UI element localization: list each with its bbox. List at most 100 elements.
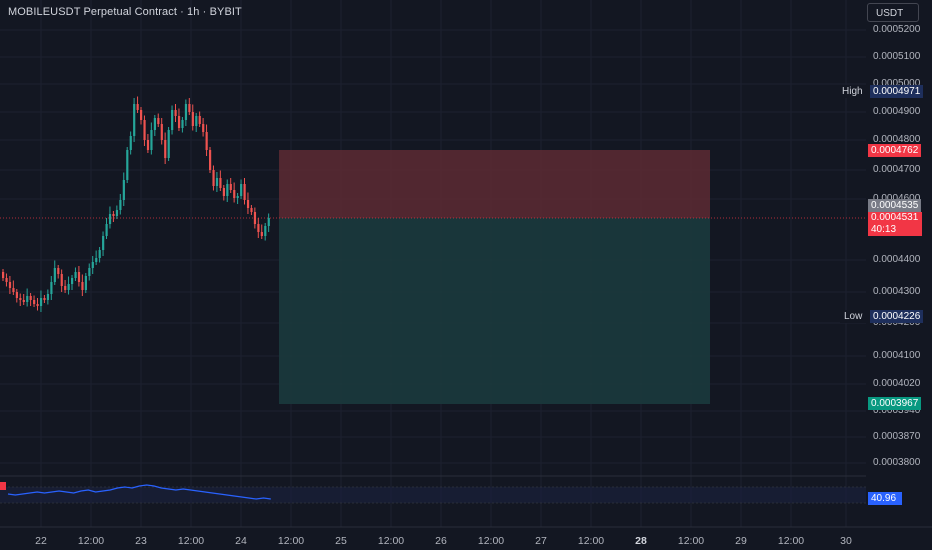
price-tick-label: 0.0004900 bbox=[873, 106, 921, 117]
candle-body bbox=[43, 298, 46, 300]
candle-body bbox=[264, 226, 267, 236]
time-tick-label: 12:00 bbox=[477, 535, 505, 547]
currency-button[interactable]: USDT bbox=[867, 3, 919, 22]
candle-body bbox=[195, 116, 198, 126]
time-tick-label: 12:00 bbox=[77, 535, 105, 547]
candle-body bbox=[119, 200, 122, 210]
candle-body bbox=[39, 298, 43, 306]
time-tick-label: 27 bbox=[535, 535, 547, 547]
candle-body bbox=[67, 284, 70, 290]
time-tick-label: 22 bbox=[35, 535, 47, 547]
candle-body bbox=[29, 296, 32, 300]
position-zones bbox=[0, 150, 866, 404]
candle-body bbox=[71, 278, 74, 284]
candle-body bbox=[108, 214, 112, 224]
candle-body bbox=[33, 300, 36, 304]
price-tick-label: 0.0004800 bbox=[873, 134, 921, 145]
candle-body bbox=[171, 110, 174, 130]
price-tick-label: 0.0005100 bbox=[873, 51, 921, 62]
price-tick-label: 0.0004700 bbox=[873, 164, 921, 175]
candle-body bbox=[226, 184, 229, 196]
candle-body bbox=[236, 196, 239, 198]
candle-body bbox=[167, 130, 170, 158]
candle-body bbox=[205, 132, 208, 150]
price-tick-label: 0.0003870 bbox=[873, 431, 921, 442]
candle-body bbox=[260, 232, 263, 236]
price-tick-label: 0.0004400 bbox=[873, 254, 921, 265]
price-tick-label: 0.0005200 bbox=[873, 24, 921, 35]
candle-body bbox=[22, 300, 25, 302]
high-label: High bbox=[838, 85, 867, 98]
current-price-tag: 0.0004531 40:13 bbox=[868, 212, 922, 236]
candle-body bbox=[126, 150, 129, 180]
candle-body bbox=[181, 120, 184, 128]
stop-loss-zone bbox=[279, 150, 710, 218]
candle-body bbox=[46, 294, 50, 300]
candle-body bbox=[140, 110, 143, 120]
candle-body bbox=[250, 208, 253, 212]
candle-body bbox=[267, 218, 270, 226]
candle-body bbox=[233, 190, 236, 198]
price-tick-label: 0.0004020 bbox=[873, 378, 921, 389]
candle-body bbox=[191, 112, 194, 126]
candle-body bbox=[53, 268, 56, 282]
candle-body bbox=[115, 210, 119, 216]
candle-body bbox=[57, 268, 60, 274]
time-tick-label: 12:00 bbox=[677, 535, 705, 547]
candle-body bbox=[88, 268, 91, 276]
candle-body bbox=[157, 118, 160, 124]
stop-loss-price-tag: 0.0004762 bbox=[868, 144, 922, 157]
time-tick-label: 30 bbox=[840, 535, 852, 547]
candle-body bbox=[160, 124, 163, 140]
candle-body bbox=[60, 274, 63, 286]
candle-body bbox=[26, 296, 29, 302]
candle-body bbox=[243, 184, 246, 200]
price-tick-label: 0.0005000 bbox=[873, 78, 921, 89]
bar-countdown: 40:13 bbox=[871, 224, 897, 235]
candle-body bbox=[64, 286, 67, 290]
time-tick-label: 26 bbox=[435, 535, 447, 547]
candle-body bbox=[95, 258, 98, 262]
candle-body bbox=[246, 200, 250, 208]
candle-body bbox=[253, 212, 257, 224]
price-tick-label: 0.0003800 bbox=[873, 457, 921, 468]
candle-body bbox=[5, 278, 8, 282]
time-tick-label: 12:00 bbox=[777, 535, 805, 547]
candle-body bbox=[77, 272, 81, 282]
gray-price-tag: 0.0004535 bbox=[868, 199, 922, 212]
price-tick-label: 0.0004600 bbox=[873, 193, 920, 205]
candle-body bbox=[50, 282, 53, 294]
high-price-tag: 0.0004971 bbox=[870, 85, 924, 98]
candle-body bbox=[129, 136, 132, 150]
candle-body bbox=[212, 170, 215, 186]
indicator-marker bbox=[0, 482, 6, 490]
candle-body bbox=[174, 110, 177, 116]
indicator-value-tag: 40.96 bbox=[868, 492, 902, 505]
candle-body bbox=[19, 298, 22, 300]
candle-body bbox=[15, 292, 18, 298]
price-tick-label: 0.0003940 bbox=[873, 405, 921, 416]
candle-body bbox=[229, 184, 232, 190]
candle-body bbox=[198, 116, 201, 124]
candle-body bbox=[74, 272, 77, 278]
candle-body bbox=[146, 140, 150, 150]
time-tick-label: 12:00 bbox=[377, 535, 405, 547]
current-price-value: 0.0004531 bbox=[871, 212, 919, 223]
candle-body bbox=[105, 224, 108, 236]
indicator-pane bbox=[0, 482, 866, 504]
time-tick-label: 25 bbox=[335, 535, 347, 547]
price-tick-label: 0.0004100 bbox=[873, 350, 921, 361]
chart-title: MOBILEUSDT Perpetual Contract · 1h · BYB… bbox=[8, 6, 242, 18]
low-label: Low bbox=[840, 310, 867, 323]
take-profit-zone bbox=[279, 218, 710, 404]
candle-body bbox=[36, 304, 39, 306]
candle-body bbox=[8, 282, 12, 288]
time-tick-label: 24 bbox=[235, 535, 247, 547]
time-tick-label: 23 bbox=[135, 535, 147, 547]
candle-body bbox=[240, 184, 243, 196]
candle-body bbox=[102, 236, 105, 250]
candle-body bbox=[84, 276, 87, 290]
take-profit-price-tag: 0.0003967 bbox=[868, 397, 922, 410]
indicator-band bbox=[0, 487, 866, 503]
